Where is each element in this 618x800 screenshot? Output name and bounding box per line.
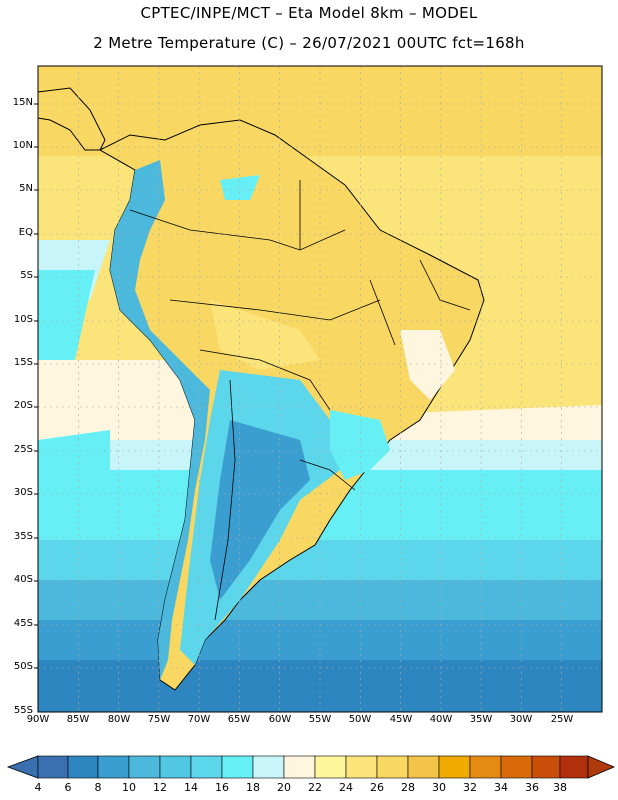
lon-label: 45W	[389, 714, 413, 725]
colorbar-label: 28	[401, 781, 415, 794]
lon-label: 50W	[348, 714, 372, 725]
colorbar-label: 6	[64, 781, 72, 794]
cold-band-4	[38, 620, 602, 660]
interior-warm-region	[210, 300, 320, 370]
lat-label: 45S	[13, 618, 33, 629]
colorbar-high-arrow	[587, 755, 616, 779]
colorbar-label: 14	[184, 781, 198, 794]
colorbar-label: 26	[370, 781, 384, 794]
colorbar-label: 32	[463, 781, 477, 794]
central-america-land	[38, 87, 106, 151]
title-line-2: 2 Metre Temperature (C) – 26/07/2021 00U…	[93, 34, 525, 52]
lon-label: 25W	[550, 714, 574, 725]
pacific-cold-band-2	[38, 430, 110, 540]
lat-label: 10N	[12, 140, 33, 151]
colorbar	[6, 755, 616, 779]
east-brazil-mild-region	[400, 330, 455, 400]
colorbar-label: 10	[122, 781, 136, 794]
lat-label: 30S	[13, 487, 33, 498]
lat-label: EQ	[18, 227, 33, 238]
colorbar-label: 24	[339, 781, 353, 794]
lon-label: 80W	[107, 714, 131, 725]
lat-label: 40S	[13, 574, 33, 585]
colorbar-low-arrow	[6, 755, 39, 779]
lon-label: 75W	[147, 714, 171, 725]
colorbar-label: 8	[94, 781, 102, 794]
lat-label: 25S	[13, 444, 33, 455]
colorbar-label: 18	[246, 781, 260, 794]
lon-label: 70W	[187, 714, 211, 725]
lat-label: 50S	[13, 661, 33, 672]
lat-label: 15N	[12, 97, 33, 108]
lon-label: 40W	[429, 714, 453, 725]
lat-label: 15S	[13, 357, 33, 368]
colorbar-label: 22	[308, 781, 322, 794]
lat-label: 5S	[20, 270, 33, 281]
lon-label: 85W	[66, 714, 90, 725]
south-atlantic-mild-band	[38, 360, 602, 440]
colorbar-label: 20	[277, 781, 291, 794]
title-line-1: CPTEC/INPE/MCT – Eta Model 8km – MODEL	[140, 4, 478, 22]
colorbar-label: 34	[494, 781, 508, 794]
colorbar-label: 4	[34, 781, 42, 794]
colorbar-label: 38	[553, 781, 567, 794]
lon-label: 35W	[469, 714, 493, 725]
lat-label: 5N	[19, 183, 33, 194]
lon-label: 60W	[268, 714, 292, 725]
lon-label: 30W	[509, 714, 533, 725]
lon-label: 65W	[227, 714, 251, 725]
map-frame	[37, 65, 603, 713]
guiana-highland-cool	[220, 175, 260, 200]
colorbar-label: 30	[432, 781, 446, 794]
country-borders	[129, 180, 471, 621]
gridlines	[38, 66, 602, 712]
lat-label: 20S	[13, 400, 33, 411]
pacific-cold-band	[38, 270, 95, 360]
andes-cold-region	[110, 160, 210, 680]
patagonia-cold-region	[210, 420, 310, 600]
colorbar-label: 16	[215, 781, 229, 794]
lat-label: 55S	[13, 705, 33, 716]
lon-label: 90W	[26, 714, 50, 725]
tick-marks	[34, 103, 38, 669]
colorbar-label: 36	[525, 781, 539, 794]
colorbar-label: 12	[153, 781, 167, 794]
lat-label: 35S	[13, 531, 33, 542]
lat-label: 10S	[13, 314, 33, 325]
lon-label: 55W	[308, 714, 332, 725]
